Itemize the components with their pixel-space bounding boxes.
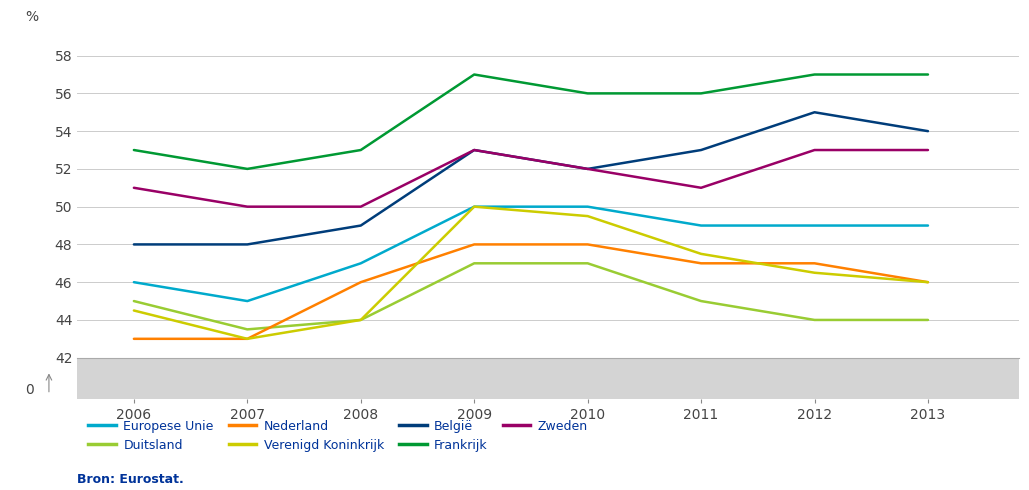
- Legend: Europese Unie, Duitsland, Nederland, Verenigd Koninkrijk, België, Frankrijk, Zwe: Europese Unie, Duitsland, Nederland, Ver…: [83, 415, 593, 457]
- Text: %: %: [26, 10, 38, 24]
- Text: 0: 0: [26, 383, 34, 397]
- Text: Bron: Eurostat.: Bron: Eurostat.: [77, 473, 184, 486]
